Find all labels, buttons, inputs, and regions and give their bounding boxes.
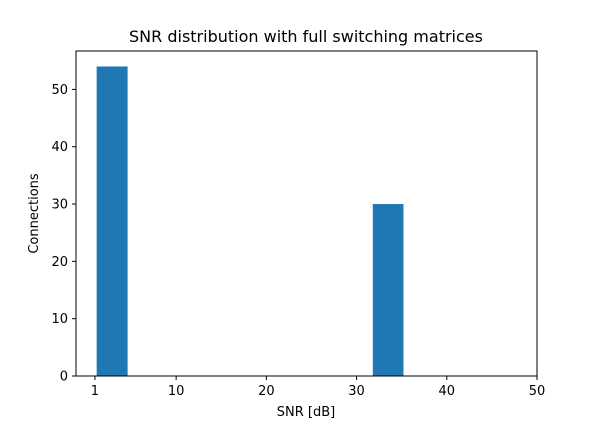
y-tick-label: 30 [51, 198, 68, 213]
bar-1 [372, 204, 404, 376]
x-axis-label: SNR [dB] [277, 405, 335, 420]
y-tick-label: 0 [60, 370, 68, 385]
y-tick-label: 10 [51, 312, 68, 327]
x-tick-label: 30 [348, 384, 365, 399]
y-tick-label: 40 [51, 140, 68, 155]
bar-0 [96, 66, 128, 376]
x-tick-label: 20 [258, 384, 275, 399]
x-tick-label: 50 [529, 384, 546, 399]
x-tick-label: 1 [91, 384, 99, 399]
x-tick-label: 10 [168, 384, 185, 399]
bars-layer [96, 66, 404, 376]
chart-title: SNR distribution with full switching mat… [129, 27, 483, 46]
x-axis: 1 10 20 30 40 50 [91, 376, 545, 399]
y-axis: 0 10 20 30 40 50 [51, 83, 76, 385]
plot-frame [75, 50, 538, 377]
y-tick-label: 20 [51, 255, 68, 270]
y-axis-label: Connections [27, 173, 42, 254]
y-tick-label: 50 [51, 83, 68, 98]
x-tick-label: 40 [439, 384, 456, 399]
